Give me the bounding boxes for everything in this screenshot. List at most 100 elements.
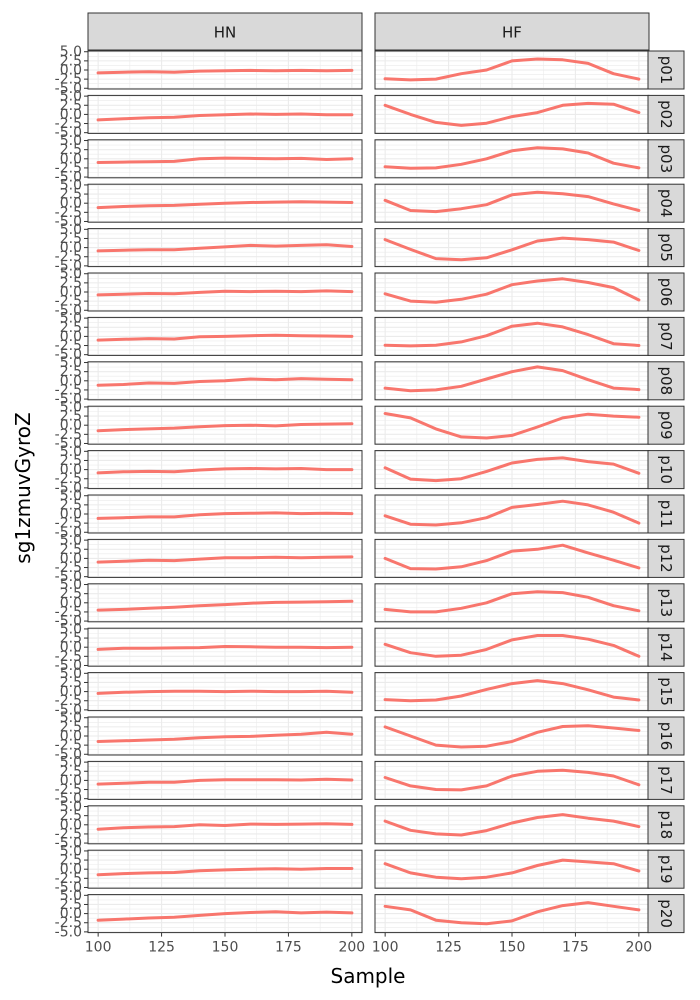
y-tick-label: 2.5 [60,675,82,691]
panel-p07-HN [87,316,363,356]
panel-p01-HF [374,50,650,90]
x-tick-label: 175 [275,940,302,956]
y-tick-label: 2.5 [60,275,82,291]
series-line-p03-HN [96,156,354,164]
series-line-p20-HF [383,901,641,926]
y-tick-label: 0.0 [60,373,82,389]
series-line-p08-HF [383,365,641,393]
series-line-p18-HF [383,813,641,837]
panel-p09-HF [374,405,650,445]
y-tick-label: -5.0 [55,125,82,141]
y-tick-label: 5.0 [60,888,82,904]
panel-p16-HN [87,716,363,756]
y-tick-label: -2.5 [55,560,82,576]
x-tick-label: 200 [338,940,365,956]
series-line-p15-HF [383,679,641,703]
panel-p18-HF [374,805,650,845]
x-axis-title: Sample [331,964,406,988]
row-strip-label: p18 [657,810,675,839]
panel-p03-HF [374,139,650,179]
y-tick-label: 0.0 [60,640,82,656]
panel-p01-HN [87,50,363,90]
series-line-p17-HN [96,777,354,786]
row-strip-label: p05 [657,233,675,262]
y-tick-label: -2.5 [55,516,82,532]
series-line-p06-HN [96,289,354,297]
y-tick-label: -5.0 [55,303,82,319]
series-line-p11-HF [383,499,641,527]
row-strip-label: p14 [657,633,675,662]
row-strip-p10 [647,450,685,490]
x-tick-label: 125 [435,940,462,956]
y-tick-label: 0.0 [60,418,82,434]
y-tick-label: 0.0 [60,196,82,212]
panel-p16-HF [374,716,650,756]
panel-p12-HN [87,538,363,578]
y-tick-label: -5.0 [55,170,82,186]
y-tick-label: 2.5 [60,320,82,336]
series-line-p17-HF [383,768,641,792]
row-strip-p01 [647,50,685,90]
series-line-p16-HN [96,730,354,743]
y-tick-label: -2.5 [55,782,82,798]
row-strip-label: p16 [657,722,675,751]
y-tick-label: 5.0 [60,710,82,726]
series-line-p01-HF [383,57,641,82]
row-strip-p17 [647,760,685,800]
y-tick-label: 2.5 [60,453,82,469]
panel-p07-HF [374,316,650,356]
y-tick-label: 2.5 [60,764,82,780]
y-tick-label: -5.0 [55,525,82,541]
x-tick-label: 200 [625,940,652,956]
y-tick-label: 0.0 [60,329,82,345]
y-tick-label: 0.0 [60,462,82,478]
panel-p10-HN [87,450,363,490]
row-strip-p14 [647,627,685,667]
y-tick-label: 5.0 [60,621,82,637]
y-tick-label: -5.0 [55,436,82,452]
y-tick-label: -2.5 [55,116,82,132]
row-strip-p12 [647,538,685,578]
y-tick-label: -5.0 [55,702,82,718]
panel-p05-HF [374,228,650,268]
panel-p19-HN [87,849,363,889]
row-strip-p06 [647,272,685,312]
panel-p13-HN [87,583,363,623]
y-tick-label: 2.5 [60,719,82,735]
y-tick-label: -5.0 [55,836,82,852]
panel-p11-HF [374,494,650,534]
panel-p15-HN [87,672,363,712]
row-strip-p05 [647,228,685,268]
y-tick-label: -2.5 [55,382,82,398]
series-line-p19-HF [383,858,641,881]
y-tick-label: 5.0 [60,666,82,682]
x-tick-label: 150 [212,940,239,956]
row-strip-label: p15 [657,677,675,706]
y-tick-label: 0.0 [60,773,82,789]
y-tick-label: 0.0 [60,595,82,611]
series-line-p13-HF [383,590,641,614]
panel-p04-HF [374,183,650,223]
panel-grid: HN HFp01-5.0-2.50.02.55.0p02-5.0-2.50.02.… [55,12,685,956]
series-line-p16-HF [383,724,641,749]
y-tick-label: -2.5 [55,160,82,176]
y-tick-label: 2.5 [60,364,82,380]
y-tick-label: -2.5 [55,249,82,265]
series-line-p10-HN [96,467,354,475]
row-strip-label: p03 [657,144,675,173]
series-line-p18-HN [96,822,354,831]
y-tick-label: -2.5 [55,294,82,310]
panel-p18-HN [87,805,363,845]
y-tick-label: -5.0 [55,392,82,408]
y-tick-label: -5.0 [55,880,82,896]
y-tick-label: 2.5 [60,409,82,425]
series-line-p13-HN [96,599,354,612]
y-tick-label: 5.0 [60,177,82,193]
row-strip-label: p08 [657,366,675,395]
panel-p04-HN [87,183,363,223]
y-tick-label: 0.0 [60,151,82,167]
y-tick-label: 2.5 [60,53,82,69]
series-line-p15-HN [96,689,354,695]
y-tick-label: 2.5 [60,586,82,602]
panel-p14-HF [374,627,650,667]
